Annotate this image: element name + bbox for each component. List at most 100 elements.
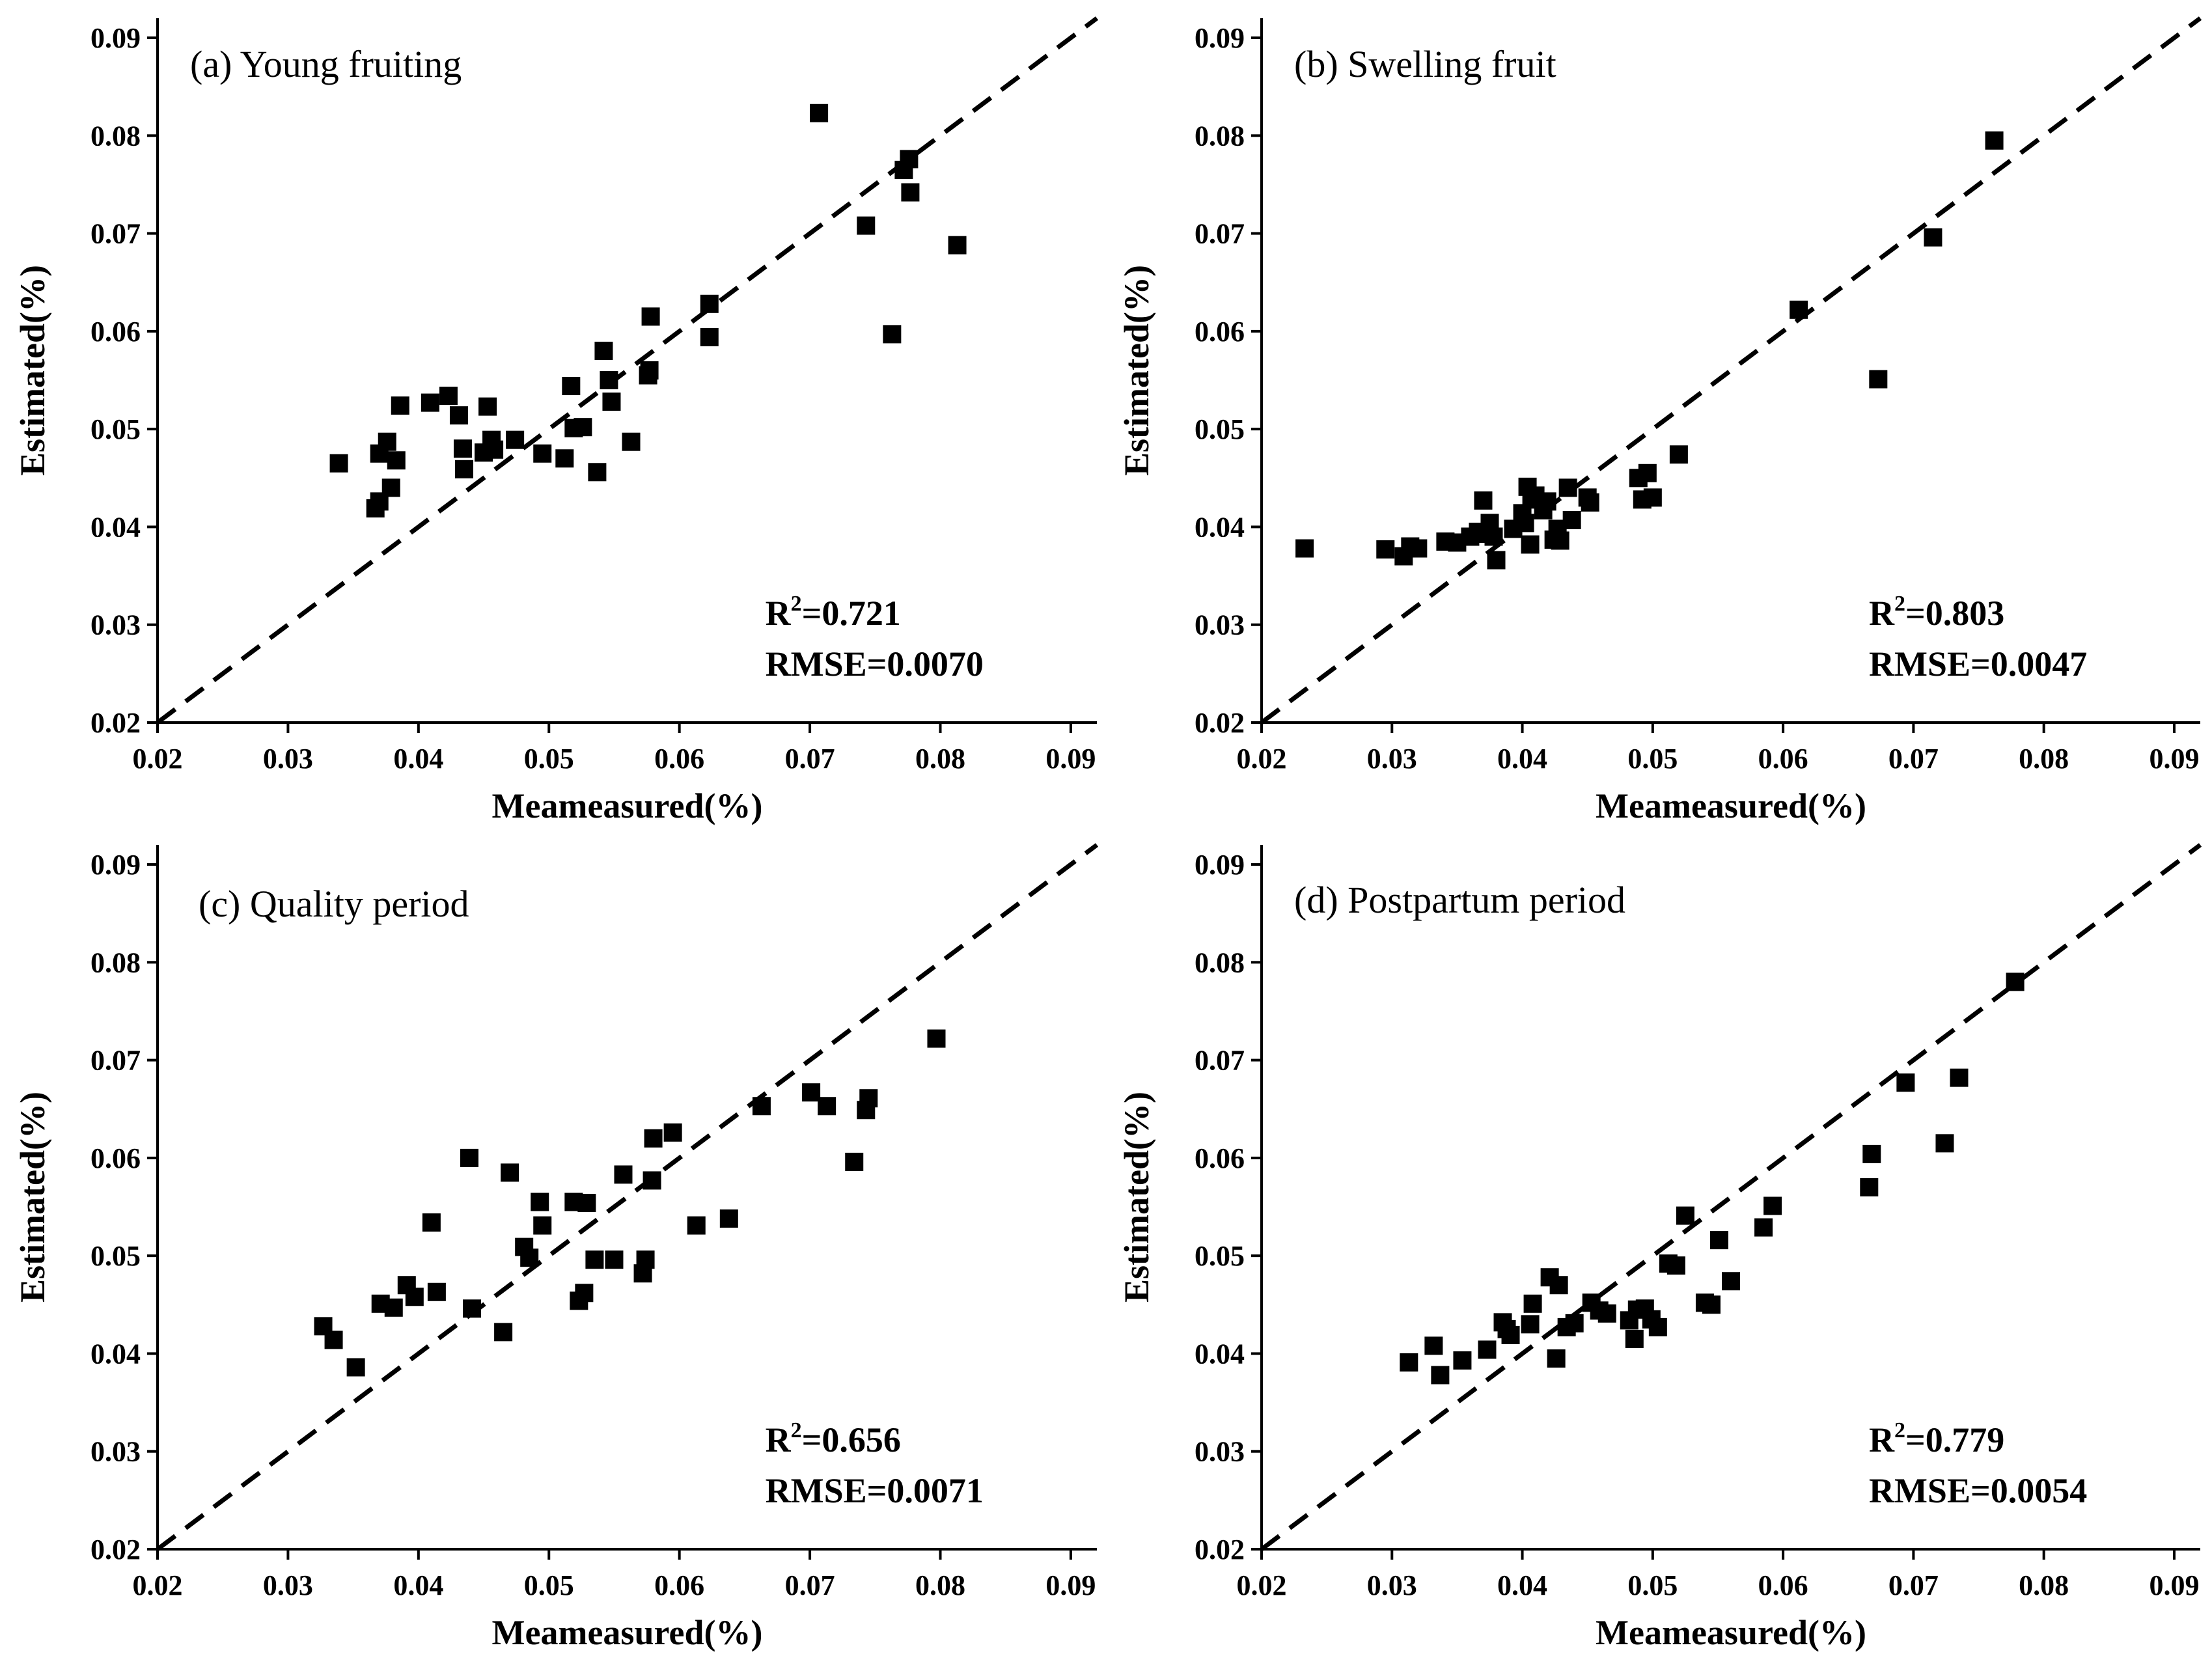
data-point	[485, 440, 504, 459]
x-tick-label: 0.06	[1758, 743, 1808, 775]
x-tick-label: 0.09	[1045, 1569, 1096, 1601]
data-point	[460, 1148, 478, 1167]
panel-b: 0.02 0.03 0.04 0.05 0.06 0.07 0.08 0.09 0.02 0.03…	[1117, 16, 2202, 825]
data-point	[700, 327, 719, 346]
x-tick-label: 0.03	[1367, 1569, 1417, 1601]
r-squared-value: =0.803	[1905, 594, 2004, 633]
data-point	[1625, 1329, 1644, 1348]
x-tick-label: 0.04	[1497, 743, 1547, 775]
reference-line	[156, 843, 1099, 1551]
x-tick-label: 0.04	[1497, 1569, 1547, 1601]
data-point	[883, 325, 902, 344]
data-point	[1722, 1272, 1740, 1291]
data-point	[1924, 228, 1942, 247]
r-squared-label: R	[766, 594, 792, 633]
x-tick-label: 0.09	[2149, 743, 2199, 775]
y-tick-label: 0.08	[1195, 120, 1245, 152]
data-point	[687, 1216, 706, 1235]
y-tick-label: 0.04	[90, 511, 141, 543]
data-point	[1376, 540, 1395, 559]
y-tick-label: 0.09	[90, 22, 141, 54]
data-point	[1549, 1276, 1568, 1295]
y-tick-label: 0.07	[1195, 218, 1245, 250]
y-axis-label: Estimated(%)	[1117, 265, 1156, 476]
y-tick-label: 0.05	[90, 413, 141, 445]
x-tick-label: 0.04	[393, 743, 443, 775]
x-tick-label: 0.07	[1888, 743, 1939, 775]
data-point	[577, 1194, 596, 1213]
data-point	[1538, 492, 1556, 511]
x-tick-label: 0.02	[133, 1569, 183, 1601]
data-point	[1501, 1325, 1520, 1344]
data-point	[439, 387, 458, 406]
data-point	[1869, 370, 1888, 389]
data-point	[1581, 493, 1599, 512]
y-tick-label: 0.06	[1195, 1142, 1245, 1174]
data-point	[640, 361, 659, 379]
data-point	[900, 150, 919, 169]
y-tick-label: 0.03	[90, 609, 141, 641]
data-point	[574, 418, 592, 437]
panel-title: (a) Young fruiting	[190, 43, 462, 85]
data-point	[1547, 1349, 1566, 1368]
data-point	[622, 432, 641, 451]
r-squared-superscript: 2	[1894, 592, 1905, 616]
data-point	[463, 1299, 482, 1318]
data-point	[700, 294, 719, 313]
x-tick-label: 0.02	[133, 743, 183, 775]
data-point	[1400, 1353, 1418, 1372]
y-tick-label: 0.04	[90, 1338, 141, 1370]
x-tick-label: 0.07	[1888, 1569, 1939, 1601]
data-point	[1487, 551, 1506, 570]
data-point	[454, 460, 473, 478]
rmse-annotation: RMSE=0.0054	[1869, 1471, 2087, 1510]
x-tick-label: 0.09	[2149, 1569, 2199, 1601]
r-squared-value: =0.656	[802, 1420, 901, 1459]
data-point	[501, 1163, 519, 1182]
reference-line	[1260, 843, 2202, 1551]
data-point	[478, 397, 497, 416]
data-point	[600, 371, 618, 390]
y-tick-label: 0.02	[90, 1534, 141, 1566]
data-point	[405, 1288, 424, 1306]
data-point	[2006, 972, 2025, 991]
r-squared-superscript: 2	[791, 1418, 802, 1442]
data-point	[562, 377, 581, 396]
y-tick-label: 0.09	[1195, 22, 1245, 54]
y-tick-label: 0.09	[90, 849, 141, 881]
y-tick-label: 0.03	[90, 1436, 141, 1468]
data-point	[752, 1097, 771, 1116]
data-point	[422, 1213, 441, 1232]
data-point	[384, 1298, 403, 1317]
data-point	[520, 1248, 539, 1267]
panel-title: (b) Swelling fruit	[1294, 43, 1556, 85]
data-point	[1754, 1218, 1773, 1237]
data-point	[588, 463, 607, 482]
data-point	[329, 454, 348, 473]
data-point	[533, 444, 552, 463]
x-tick-label: 0.07	[785, 1569, 835, 1601]
data-point	[643, 1171, 661, 1190]
data-point	[381, 478, 400, 497]
data-point	[1551, 531, 1569, 550]
y-tick-label: 0.07	[90, 218, 141, 250]
y-tick-label: 0.06	[1195, 316, 1245, 348]
data-point	[663, 1123, 682, 1142]
panel-d: 0.02 0.03 0.04 0.05 0.06 0.07 0.08 0.09 0.02 0.03…	[1117, 843, 2202, 1652]
x-tick-label: 0.07	[785, 743, 835, 775]
x-tick-label: 0.08	[2019, 743, 2069, 775]
data-point	[391, 396, 409, 415]
data-point	[324, 1331, 343, 1349]
x-tick-label: 0.09	[1045, 743, 1096, 775]
r-squared-annotation: R2=0.721	[766, 592, 901, 633]
data-point	[1453, 1351, 1472, 1370]
data-point	[641, 307, 660, 326]
x-tick-label: 0.08	[915, 743, 965, 775]
data-point	[1666, 1256, 1685, 1275]
x-tick-label: 0.08	[915, 1569, 965, 1601]
x-tick-label: 0.08	[2019, 1569, 2069, 1601]
x-tick-label: 0.03	[263, 1569, 313, 1601]
y-tick-label: 0.08	[90, 120, 141, 152]
r-squared-value: =0.721	[802, 594, 901, 633]
